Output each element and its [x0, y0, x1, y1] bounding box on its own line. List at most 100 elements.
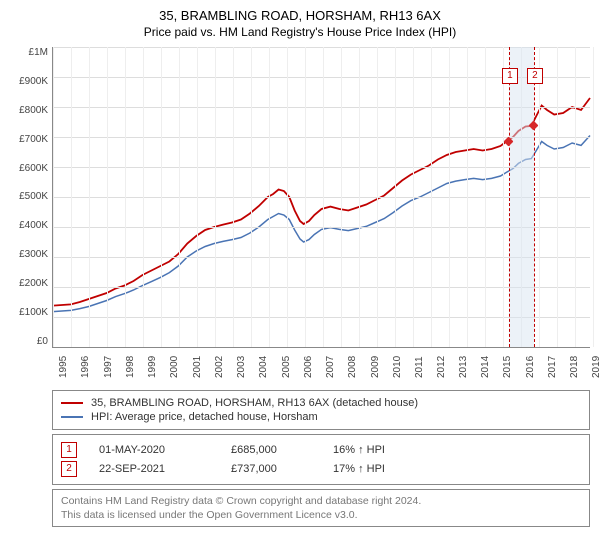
- y-tick-label: £800K: [10, 105, 48, 116]
- legend-swatch: [61, 402, 83, 404]
- credit-box: Contains HM Land Registry data © Crown c…: [52, 489, 590, 527]
- transaction-row: 1 01-MAY-2020 £685,000 16% ↑ HPI: [61, 442, 581, 458]
- legend-swatch: [61, 416, 83, 418]
- x-tick-label: 2002: [214, 356, 225, 378]
- gridline-v: [161, 47, 162, 347]
- gridline-v: [557, 47, 558, 347]
- gridline-v: [179, 47, 180, 347]
- gridline-v: [485, 47, 486, 347]
- shaded-transaction-region: [509, 47, 534, 347]
- gridline-v: [107, 47, 108, 347]
- legend-label: HPI: Average price, detached house, Hors…: [91, 411, 318, 423]
- gridline-v: [323, 47, 324, 347]
- gridline-v: [233, 47, 234, 347]
- gridline-v: [359, 47, 360, 347]
- gridline-v: [467, 47, 468, 347]
- gridline-v: [305, 47, 306, 347]
- gridline-v: [341, 47, 342, 347]
- chart-subtitle: Price paid vs. HM Land Registry's House …: [10, 25, 590, 39]
- legend-row: HPI: Average price, detached house, Hors…: [61, 411, 581, 423]
- gridline-v: [197, 47, 198, 347]
- y-tick-label: £1M: [10, 47, 48, 58]
- y-tick-label: £500K: [10, 191, 48, 202]
- x-axis-row: 1995 1996 1997 1998 1999 2000 2001 2002 2003 2004…: [10, 348, 590, 386]
- gridline-v: [71, 47, 72, 347]
- gridline-v: [287, 47, 288, 347]
- x-tick-label: 1996: [80, 356, 91, 378]
- x-tick-label: 1997: [103, 356, 114, 378]
- transaction-date: 01-MAY-2020: [99, 444, 209, 456]
- plot-row: £1M £900K £800K £700K £600K £500K £400K £300K £2…: [10, 47, 590, 348]
- transaction-delta: 16% ↑ HPI: [333, 444, 423, 456]
- transaction-marker-num: 2: [527, 68, 543, 84]
- x-tick-label: 2013: [458, 356, 469, 378]
- y-tick-label: £700K: [10, 134, 48, 145]
- legend-row: 35, BRAMBLING ROAD, HORSHAM, RH13 6AX (d…: [61, 397, 581, 409]
- x-tick-label: 2004: [258, 356, 269, 378]
- y-tick-label: £100K: [10, 307, 48, 318]
- legend-box: 35, BRAMBLING ROAD, HORSHAM, RH13 6AX (d…: [52, 390, 590, 430]
- x-tick-label: 1998: [125, 356, 136, 378]
- gridline-v: [413, 47, 414, 347]
- x-tick-label: 2018: [569, 356, 580, 378]
- y-tick-label: £200K: [10, 278, 48, 289]
- y-tick-label: £300K: [10, 249, 48, 260]
- x-tick-label: 2000: [169, 356, 180, 378]
- gridline-v: [143, 47, 144, 347]
- x-tick-label: 2008: [347, 356, 358, 378]
- gridline-v: [251, 47, 252, 347]
- gridline-v: [395, 47, 396, 347]
- transaction-delta: 17% ↑ HPI: [333, 463, 423, 475]
- transaction-marker-num: 1: [502, 68, 518, 84]
- y-axis-labels: £1M £900K £800K £700K £600K £500K £400K £300K £2…: [10, 47, 52, 347]
- transaction-price: £737,000: [231, 463, 311, 475]
- x-tick-label: 1995: [58, 356, 69, 378]
- gridline-v: [269, 47, 270, 347]
- x-tick-label: 2010: [392, 356, 403, 378]
- gridline-v: [125, 47, 126, 347]
- y-tick-label: £600K: [10, 163, 48, 174]
- gridline-v: [575, 47, 576, 347]
- transaction-marker-line: [509, 47, 510, 347]
- transaction-price: £685,000: [231, 444, 311, 456]
- x-tick-label: 2016: [525, 356, 536, 378]
- x-tick-label: 2017: [547, 356, 558, 378]
- gridline-v: [377, 47, 378, 347]
- x-tick-label: 2014: [480, 356, 491, 378]
- x-axis-labels: 1995199619971998199920002001200220032004…: [52, 348, 590, 359]
- transaction-row: 2 22-SEP-2021 £737,000 17% ↑ HPI: [61, 461, 581, 477]
- x-tick-label: 2007: [325, 356, 336, 378]
- x-tick-label: 2005: [281, 356, 292, 378]
- gridline-v: [53, 47, 54, 347]
- chart-container: 35, BRAMBLING ROAD, HORSHAM, RH13 6AX Pr…: [0, 0, 600, 533]
- x-tick-label: 2011: [414, 356, 425, 378]
- chart-title: 35, BRAMBLING ROAD, HORSHAM, RH13 6AX: [10, 8, 590, 23]
- x-tick-label: 2019: [591, 356, 600, 378]
- gridline-v: [449, 47, 450, 347]
- transactions-box: 1 01-MAY-2020 £685,000 16% ↑ HPI 2 22-SEP-202…: [52, 434, 590, 485]
- gridline-v: [215, 47, 216, 347]
- plot-area: 12: [52, 47, 590, 348]
- x-tick-label: 2015: [502, 356, 513, 378]
- x-tick-label: 1999: [147, 356, 158, 378]
- transaction-num: 1: [61, 442, 77, 458]
- gridline-v: [539, 47, 540, 347]
- gridline-v: [431, 47, 432, 347]
- gridline-v: [503, 47, 504, 347]
- x-tick-label: 2003: [236, 356, 247, 378]
- x-tick-label: 2006: [303, 356, 314, 378]
- y-tick-label: £400K: [10, 220, 48, 231]
- gridline-v: [593, 47, 594, 347]
- credit-line-2: This data is licensed under the Open Gov…: [61, 508, 581, 522]
- x-tick-label: 2012: [436, 356, 447, 378]
- transaction-marker-line: [534, 47, 535, 347]
- transaction-num: 2: [61, 461, 77, 477]
- legend-label: 35, BRAMBLING ROAD, HORSHAM, RH13 6AX (d…: [91, 397, 418, 409]
- x-tick-label: 2001: [192, 356, 203, 378]
- x-tick-label: 2009: [370, 356, 381, 378]
- y-tick-label: £900K: [10, 76, 48, 87]
- gridline-v: [89, 47, 90, 347]
- y-tick-label: £0: [10, 336, 48, 347]
- transaction-date: 22-SEP-2021: [99, 463, 209, 475]
- credit-line-1: Contains HM Land Registry data © Crown c…: [61, 494, 581, 508]
